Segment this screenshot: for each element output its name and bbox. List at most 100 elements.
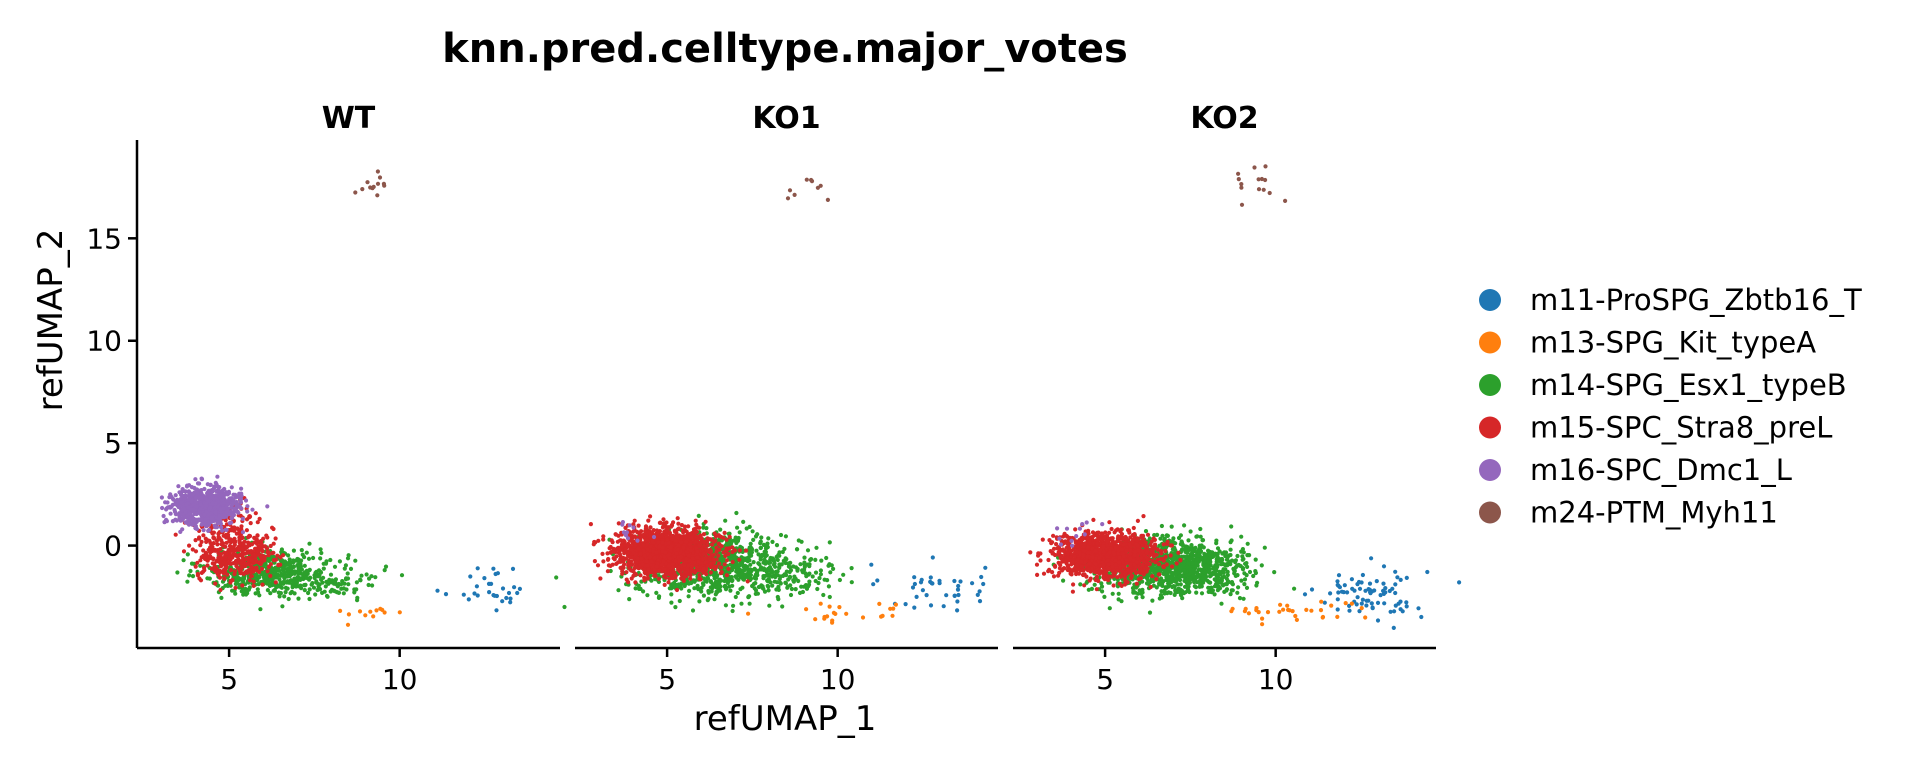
point	[928, 603, 934, 608]
point	[1188, 556, 1193, 562]
point	[187, 543, 192, 548]
point	[741, 568, 746, 574]
point	[225, 572, 230, 577]
point	[187, 573, 192, 578]
point	[703, 556, 708, 561]
point	[274, 557, 279, 562]
point	[1388, 609, 1393, 614]
point	[627, 597, 632, 602]
point	[681, 545, 686, 550]
point	[918, 580, 924, 585]
point	[1192, 549, 1197, 554]
point	[730, 578, 735, 583]
point	[661, 517, 666, 522]
point	[804, 607, 809, 612]
point	[666, 580, 671, 585]
point	[1393, 569, 1398, 574]
point	[708, 570, 713, 575]
point	[727, 584, 732, 589]
point	[285, 579, 290, 584]
point	[730, 559, 735, 565]
point	[219, 595, 224, 601]
point	[914, 594, 919, 600]
point	[944, 593, 949, 598]
point	[633, 534, 638, 539]
point	[1245, 541, 1250, 546]
point	[510, 566, 516, 572]
point	[286, 553, 291, 558]
point	[1078, 582, 1083, 587]
point	[1272, 570, 1277, 575]
point	[654, 590, 659, 596]
point	[710, 542, 715, 547]
point	[629, 576, 634, 581]
point	[633, 580, 638, 585]
point	[718, 588, 723, 593]
point	[701, 582, 706, 588]
point	[601, 534, 606, 539]
point	[251, 579, 256, 584]
point	[672, 529, 678, 534]
point	[243, 561, 248, 566]
point	[717, 577, 723, 582]
point	[683, 539, 689, 545]
point	[1233, 558, 1238, 563]
point	[766, 588, 771, 593]
point	[278, 562, 283, 567]
point	[779, 562, 784, 567]
point	[337, 559, 342, 564]
point	[807, 579, 812, 584]
point	[826, 584, 832, 589]
point	[693, 518, 698, 523]
point	[466, 597, 471, 602]
point	[682, 583, 687, 589]
point	[970, 581, 975, 586]
point	[1229, 524, 1234, 529]
point	[1176, 535, 1182, 541]
point	[239, 524, 244, 529]
point	[198, 578, 204, 583]
series-m13-wt	[338, 606, 402, 627]
point	[613, 549, 618, 555]
point	[621, 538, 626, 543]
point	[239, 570, 244, 576]
point	[624, 577, 629, 582]
point	[696, 513, 701, 519]
point	[1359, 601, 1364, 606]
point	[1383, 590, 1388, 595]
point	[1133, 590, 1138, 595]
point	[515, 590, 520, 596]
point	[1159, 576, 1164, 581]
point	[1188, 567, 1193, 572]
point	[266, 558, 272, 564]
point	[648, 532, 653, 537]
point	[937, 578, 942, 583]
point	[669, 600, 674, 605]
point	[277, 594, 282, 599]
point	[201, 548, 206, 553]
point	[748, 562, 753, 567]
point	[1188, 552, 1194, 557]
point	[1293, 613, 1298, 619]
point	[813, 617, 818, 622]
point	[493, 571, 498, 577]
point	[313, 592, 318, 597]
point	[701, 566, 706, 572]
point	[247, 578, 253, 583]
point	[719, 565, 724, 570]
point	[751, 537, 756, 543]
point	[731, 563, 736, 568]
point	[752, 567, 758, 572]
point	[796, 578, 801, 584]
point	[708, 562, 713, 567]
point	[251, 583, 256, 589]
point	[676, 526, 681, 531]
point	[1228, 547, 1233, 552]
point	[652, 567, 657, 572]
point	[681, 576, 686, 581]
point	[709, 537, 714, 542]
point	[364, 572, 369, 577]
point	[1370, 606, 1375, 611]
point	[244, 528, 249, 533]
point	[1367, 581, 1373, 586]
